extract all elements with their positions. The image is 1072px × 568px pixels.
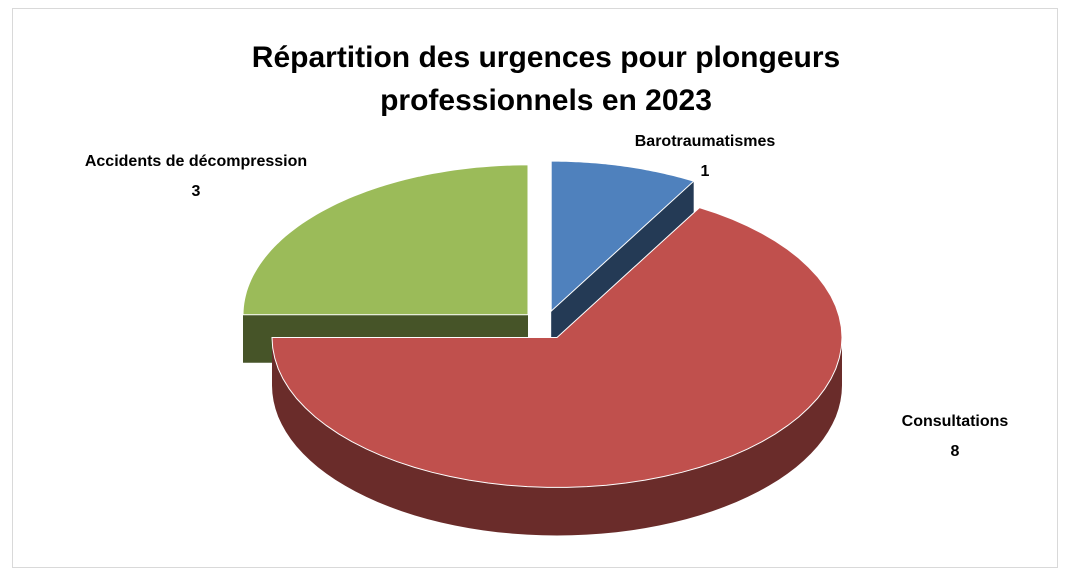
- slice: [242, 164, 529, 316]
- slice-rim: [272, 337, 842, 536]
- data-label-name: Barotraumatismes: [635, 133, 776, 150]
- data-label-name: Accidents de décompression: [85, 153, 307, 170]
- data-label-value: 8: [951, 443, 960, 460]
- slice: [550, 160, 695, 313]
- data-label-name: Consultations: [902, 413, 1009, 430]
- slice: [271, 207, 843, 488]
- page: Barotraumatismes 1 Consultations 8 Accidents…: [12, 8, 1058, 568]
- chart-title: Répartition des urgences pour plongeurs …: [251, 41, 841, 117]
- data-label-value: 3: [192, 183, 201, 200]
- data-label-value: 1: [701, 163, 710, 180]
- chart: Barotraumatismes 1 Consultations 8 Accidents…: [85, 133, 1009, 536]
